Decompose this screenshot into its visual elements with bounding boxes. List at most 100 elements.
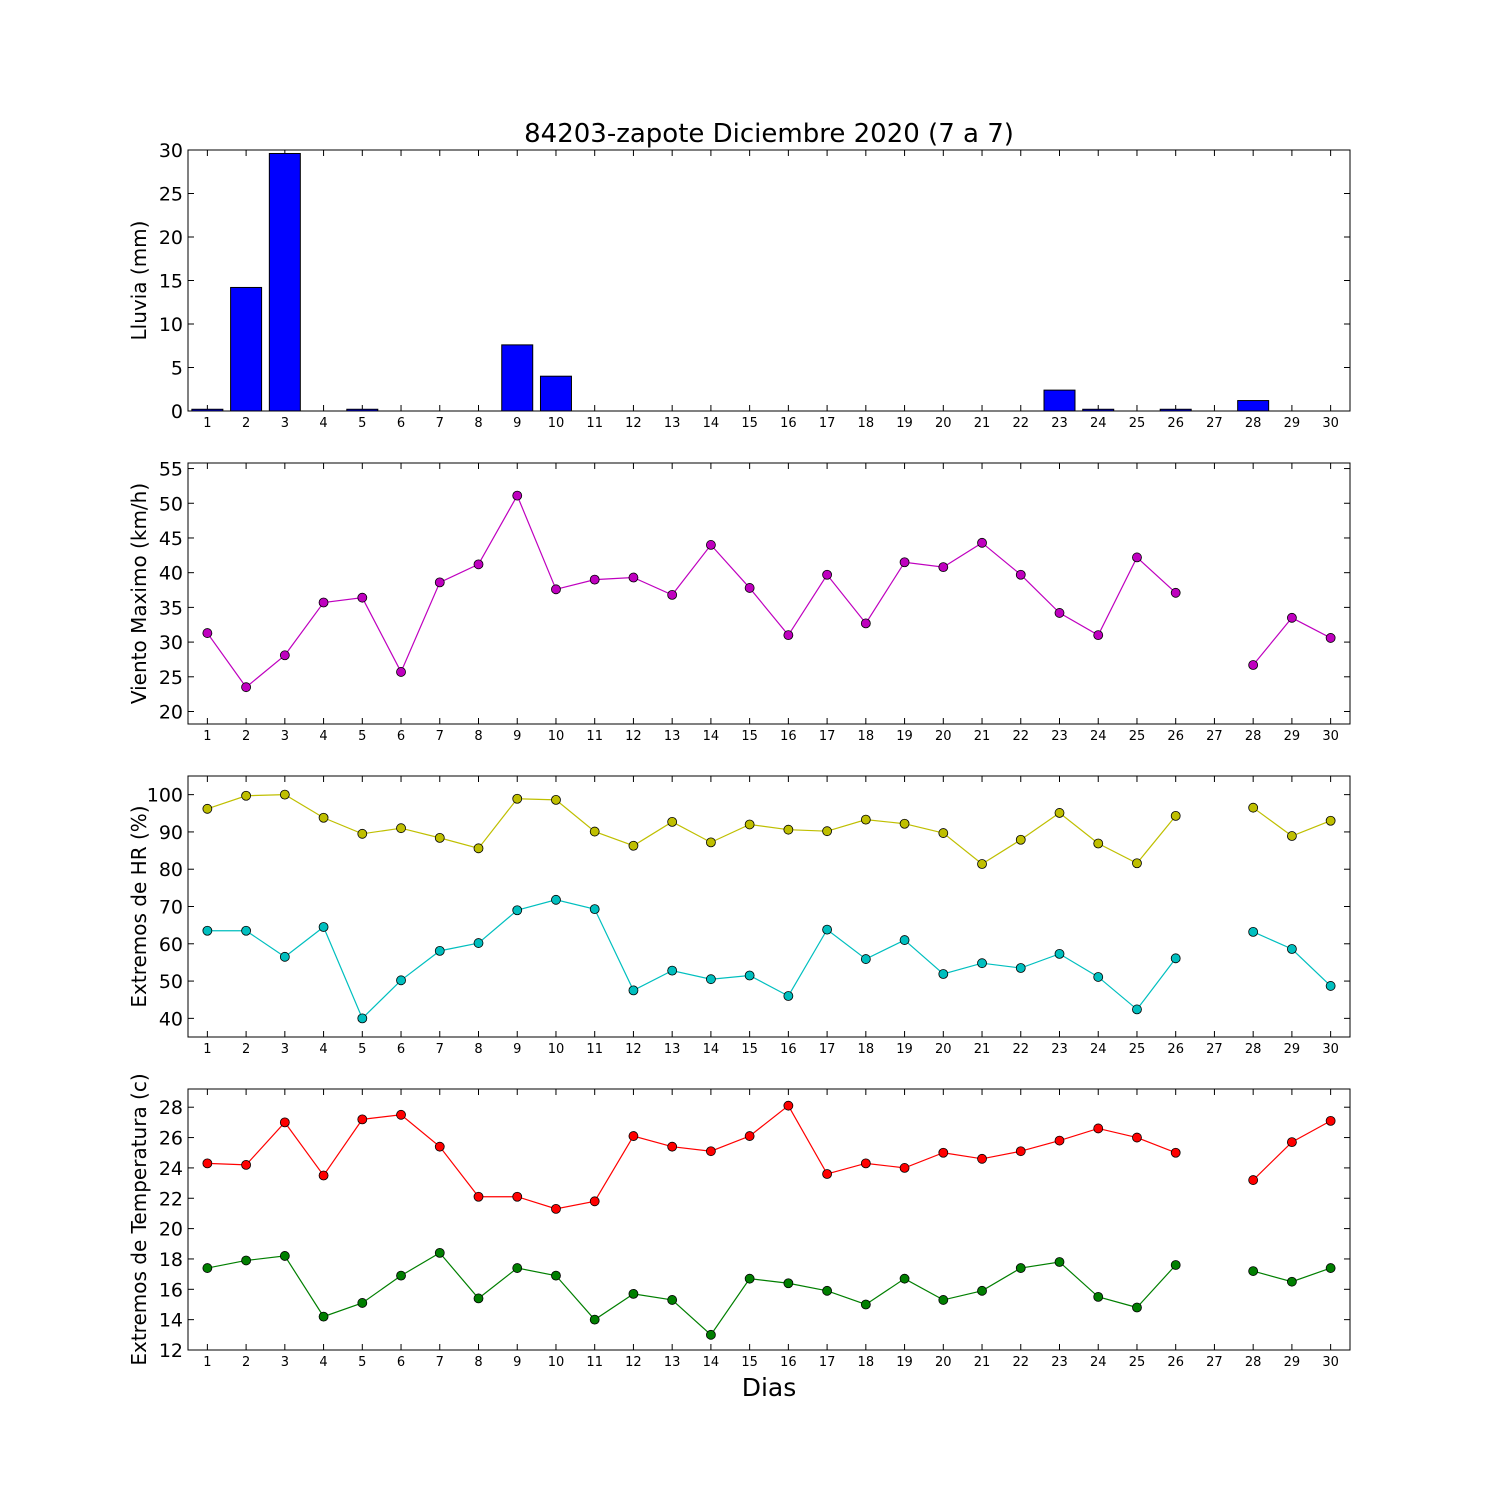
rain-xtick-label: 25 — [1129, 416, 1146, 431]
rain-ytick-label: 20 — [159, 227, 183, 249]
wind-xtick-label: 19 — [896, 729, 913, 744]
humidity-series-1-point — [860, 954, 871, 964]
wind-xtick-label: 29 — [1284, 729, 1301, 744]
rain-xtick-label: 4 — [319, 416, 327, 431]
rain-xtick-label: 19 — [896, 416, 913, 431]
temperature-xtick-label: 8 — [474, 1355, 482, 1370]
wind-xtick-label: 11 — [586, 729, 603, 744]
rain-ytick-label: 5 — [171, 358, 183, 380]
rain-xtick-label: 15 — [741, 416, 758, 431]
temperature-xtick-label: 14 — [703, 1355, 720, 1370]
rain-bar — [230, 286, 263, 412]
wind-xtick-label: 16 — [780, 729, 797, 744]
wind-ytick-label: 40 — [159, 563, 183, 585]
humidity-series-0-point — [860, 814, 871, 825]
wind-ytick-label: 30 — [159, 632, 183, 654]
humidity-series-0-point — [279, 789, 290, 800]
humidity-xtick-label: 13 — [664, 1042, 681, 1057]
wind-series-0-point — [783, 630, 794, 641]
humidity-xtick-label: 25 — [1129, 1042, 1146, 1057]
humidity-xtick-label: 18 — [858, 1042, 875, 1057]
temperature-series-1-point — [938, 1295, 949, 1305]
humidity-xtick-label: 27 — [1206, 1042, 1223, 1057]
rain-ytick-label: 10 — [159, 314, 183, 336]
wind-series-0-point — [1170, 587, 1181, 598]
wind-ytick-label: 55 — [159, 459, 183, 481]
humidity-xtick-label: 10 — [548, 1042, 565, 1057]
wind-xtick-label: 30 — [1322, 729, 1339, 744]
humidity-xtick-label: 1 — [203, 1042, 211, 1057]
humidity-ytick-label: 60 — [159, 934, 183, 956]
temperature-ytick-label: 16 — [159, 1279, 183, 1301]
wind-xtick-label: 2 — [242, 729, 250, 744]
temperature-series-1-point — [512, 1263, 523, 1273]
temperature-series-1-point — [434, 1247, 445, 1258]
wind-series-0-point — [938, 562, 949, 573]
rain-xtick-label: 22 — [1012, 416, 1029, 431]
humidity-xtick-label: 4 — [319, 1042, 327, 1057]
humidity-series-0-point — [1287, 831, 1297, 841]
temperature-xtick-label: 26 — [1167, 1355, 1184, 1370]
humidity-series-0-line — [207, 794, 1177, 865]
temperature-series-1-point — [899, 1273, 910, 1284]
temperature-series-1-point — [473, 1293, 484, 1304]
wind-y-axis-label: Viento Maximo (km/h) — [127, 483, 151, 704]
humidity-series-0-point — [744, 819, 755, 830]
rain-xtick-label: 23 — [1051, 416, 1068, 431]
humidity-series-1-point — [744, 970, 755, 981]
temperature-xtick-label: 6 — [397, 1355, 405, 1370]
wind-series-0-line — [206, 494, 1177, 689]
temperature-series-0-point — [396, 1109, 406, 1120]
temperature-xtick-label: 22 — [1012, 1355, 1029, 1370]
temperature-series-1-point — [396, 1270, 406, 1281]
humidity-series-0-point — [551, 794, 561, 805]
temperature-ytick-label: 28 — [159, 1097, 183, 1119]
humidity-xtick-label: 15 — [741, 1042, 758, 1057]
rain-ytick-label: 25 — [159, 184, 183, 206]
wind-series-0-point — [1325, 633, 1336, 643]
rain-bar — [1043, 389, 1076, 412]
temperature-xtick-label: 15 — [741, 1355, 758, 1370]
wind-series-0-point — [318, 597, 329, 608]
temperature-series-0-point — [1287, 1137, 1297, 1148]
humidity-series-0-point — [1054, 808, 1065, 818]
humidity-series-0-point — [1325, 815, 1336, 826]
rain-ytick-label: 30 — [159, 140, 183, 162]
humidity-series-1-point — [667, 965, 678, 976]
humidity-series-1-point — [357, 1013, 368, 1024]
temperature-xtick-label: 21 — [974, 1355, 991, 1370]
wind-xtick-label: 13 — [664, 729, 681, 744]
rain-xtick-label: 5 — [358, 416, 366, 431]
temperature-xtick-label: 7 — [436, 1355, 444, 1370]
temperature-series-0-point — [783, 1100, 794, 1111]
wind-xtick-label: 6 — [397, 729, 405, 744]
temperature-series-0-point — [860, 1158, 871, 1169]
temperature-series-0-point — [899, 1163, 910, 1173]
rain-ytick-label: 15 — [159, 271, 183, 293]
temperature-series-0-point — [512, 1191, 523, 1202]
temperature-xtick-label: 12 — [625, 1355, 642, 1370]
wind-series-0-point — [1093, 630, 1104, 641]
rain-xtick-label: 11 — [586, 416, 603, 431]
humidity-ytick-label: 80 — [159, 859, 183, 881]
rain-xtick-label: 17 — [819, 416, 836, 431]
rain-xtick-label: 13 — [664, 416, 681, 431]
rain-bar — [1082, 408, 1115, 412]
humidity-xtick-label: 16 — [780, 1042, 797, 1057]
wind-series-0-point — [434, 577, 445, 588]
temperature-xtick-label: 16 — [780, 1355, 797, 1370]
rain-bar — [346, 408, 379, 412]
temperature-series-0-point — [1325, 1115, 1336, 1126]
wind-series-0-point — [1248, 660, 1259, 670]
wind-xtick-label: 9 — [513, 729, 521, 744]
humidity-series-0-point — [241, 790, 252, 801]
temperature-series-0-point — [1054, 1135, 1065, 1146]
wind-ytick-label: 20 — [159, 702, 183, 724]
humidity-series-1-point — [241, 925, 252, 936]
rain-xtick-label: 12 — [625, 416, 642, 431]
temperature-series-1-point — [977, 1285, 987, 1296]
wind-series-0-point — [706, 540, 716, 550]
humidity-series-1-point — [1132, 1004, 1142, 1015]
